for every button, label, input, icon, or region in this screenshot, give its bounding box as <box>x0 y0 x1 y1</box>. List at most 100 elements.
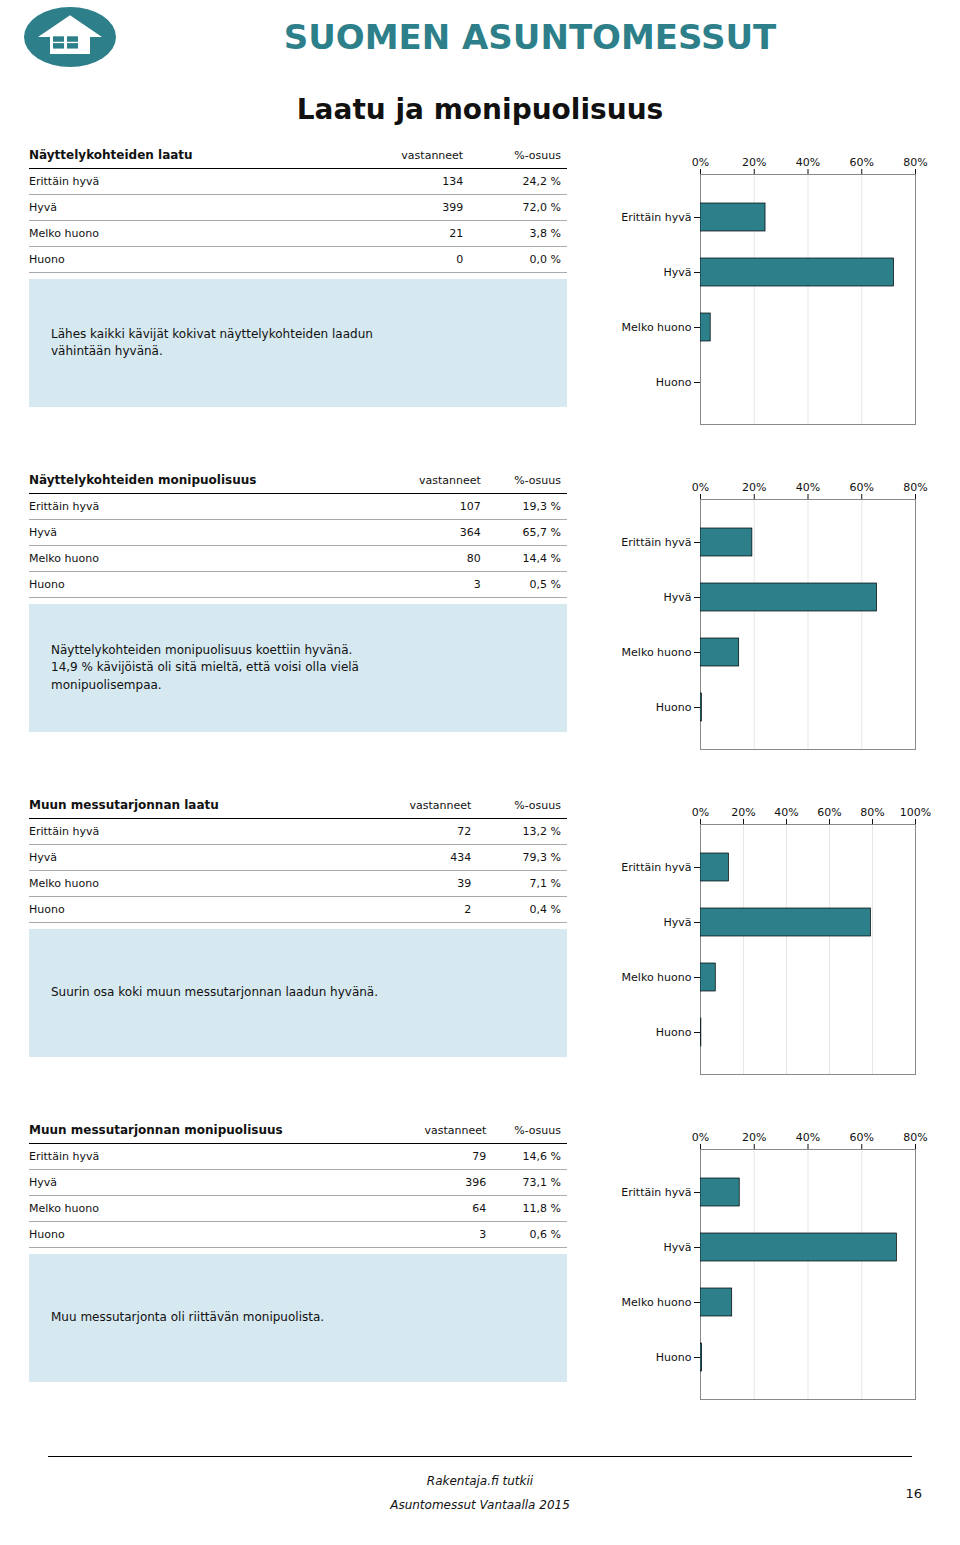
svg-text:Erittäin hyvä: Erittäin hyvä <box>621 536 691 549</box>
svg-text:80%: 80% <box>903 481 927 494</box>
svg-text:Erittäin hyvä: Erittäin hyvä <box>621 1186 691 1199</box>
svg-text:Hyvä: Hyvä <box>663 591 691 604</box>
html-text:24,2 %: 24,2 % <box>522 175 561 188</box>
html-text:Näyttelykohteiden monipuolisuu: Näyttelykohteiden monipuolisuus <box>29 473 257 487</box>
html-text:0,0 %: 0,0 % <box>529 253 561 266</box>
svg-text:40%: 40% <box>774 806 798 819</box>
svg-text:80%: 80% <box>860 806 884 819</box>
html-text:SUOMEN ASUNTOMESSUT: SUOMEN ASUNTOMESSUT <box>283 17 777 57</box>
html-text:%-osuus: %-osuus <box>514 473 561 487</box>
html-text:399: 399 <box>442 201 464 214</box>
html-text:Rakentaja.fi tutkii: Rakentaja.fi tutkii <box>426 1474 534 1488</box>
html-text:39: 39 <box>457 877 472 890</box>
html-text:79: 79 <box>472 1150 487 1163</box>
svg-text:Huono: Huono <box>656 1351 692 1364</box>
svg-text:20%: 20% <box>742 156 766 169</box>
svg-text:20%: 20% <box>731 806 755 819</box>
svg-text:80%: 80% <box>903 1131 927 1144</box>
html-text:Laatu ja monipuolisuus: Laatu ja monipuolisuus <box>296 92 664 126</box>
html-text:Hyvä: Hyvä <box>29 201 57 214</box>
html-text:Näyttelykohteiden monipuolisuu: Näyttelykohteiden monipuolisuus koettiin… <box>51 642 359 692</box>
html-text:3,8 %: 3,8 % <box>529 227 561 240</box>
svg-text:0%: 0% <box>692 1131 709 1144</box>
html-text:vastanneet: vastanneet <box>401 148 464 162</box>
html-text:vastanneet: vastanneet <box>409 798 472 812</box>
svg-text:Hyvä: Hyvä <box>663 1241 691 1254</box>
svg-text:Huono: Huono <box>656 701 692 714</box>
html-text:%-osuus: %-osuus <box>514 1123 561 1137</box>
html-text:64: 64 <box>472 1202 487 1215</box>
html-text:%-osuus: %-osuus <box>514 798 561 812</box>
svg-text:100%: 100% <box>900 806 931 819</box>
svg-text:Hyvä: Hyvä <box>663 916 691 929</box>
svg-text:20%: 20% <box>742 481 766 494</box>
html-text:Melko huono: Melko huono <box>29 552 99 565</box>
html-text:Muun messutarjonnan monipuolis: Muun messutarjonnan monipuolisuus <box>29 1123 283 1137</box>
html-text:Huono: Huono <box>29 253 65 266</box>
html-text:Lähes kaikki kävijät kokivat n: Lähes kaikki kävijät kokivat näyttelykoh… <box>51 326 373 358</box>
html-text:Asuntomessut Vantaalla 2015: Asuntomessut Vantaalla 2015 <box>390 1498 570 1512</box>
svg-text:0%: 0% <box>692 481 709 494</box>
html-text:14,4 %: 14,4 % <box>522 552 561 565</box>
html-text:Hyvä: Hyvä <box>29 526 57 539</box>
svg-text:40%: 40% <box>796 481 820 494</box>
html-text:Melko huono: Melko huono <box>29 227 99 240</box>
html-text:Erittäin hyvä: Erittäin hyvä <box>29 825 100 838</box>
html-text:65,7 %: 65,7 % <box>522 526 561 539</box>
svg-text:60%: 60% <box>850 156 874 169</box>
svg-text:Erittäin hyvä: Erittäin hyvä <box>621 211 691 224</box>
svg-text:80%: 80% <box>903 156 927 169</box>
html-text:vastanneet: vastanneet <box>419 473 481 487</box>
html-text:21: 21 <box>449 227 464 240</box>
html-text:7,1 %: 7,1 % <box>529 877 561 890</box>
svg-text:60%: 60% <box>850 481 874 494</box>
html-text:434: 434 <box>450 851 472 864</box>
svg-text:Hyvä: Hyvä <box>663 266 691 279</box>
html-text:72: 72 <box>457 825 472 838</box>
svg-text:40%: 40% <box>796 1131 820 1144</box>
html-text:Suurin osa koki muun messutarj: Suurin osa koki muun messutarjonnan laad… <box>51 985 378 1000</box>
svg-text:Melko huono: Melko huono <box>622 1296 692 1309</box>
html-text:13,2 %: 13,2 % <box>522 825 561 838</box>
html-text:Erittäin hyvä: Erittäin hyvä <box>29 1150 100 1163</box>
html-text:19,3 %: 19,3 % <box>522 500 561 513</box>
html-text:Muun messutarjonnan laatu: Muun messutarjonnan laatu <box>29 798 219 812</box>
html-text:0,5 %: 0,5 % <box>529 578 561 591</box>
svg-text:Melko huono: Melko huono <box>622 321 692 334</box>
svg-text:Erittäin hyvä: Erittäin hyvä <box>621 861 691 874</box>
html-text:Erittäin hyvä: Erittäin hyvä <box>29 500 100 513</box>
svg-text:20%: 20% <box>742 1131 766 1144</box>
html-text:Näyttelykohteiden laatu: Näyttelykohteiden laatu <box>29 148 193 162</box>
html-text:107: 107 <box>459 500 481 513</box>
html-text:73,1 %: 73,1 % <box>522 1176 561 1189</box>
html-text:79,3 %: 79,3 % <box>522 851 561 864</box>
svg-text:0%: 0% <box>692 156 709 169</box>
html-text:Hyvä: Hyvä <box>29 1176 57 1189</box>
svg-text:Huono: Huono <box>656 1026 692 1039</box>
html-text:396: 396 <box>465 1176 487 1189</box>
svg-text:60%: 60% <box>817 806 841 819</box>
html-text:vastanneet: vastanneet <box>424 1123 487 1137</box>
html-text:Huono: Huono <box>29 903 65 916</box>
html-text:134: 134 <box>442 175 464 188</box>
html-text:14,6 %: 14,6 % <box>522 1150 561 1163</box>
svg-text:0%: 0% <box>692 806 709 819</box>
svg-text:Melko huono: Melko huono <box>622 971 692 984</box>
html-text:364: 364 <box>459 526 481 539</box>
html-text:80: 80 <box>466 552 481 565</box>
html-text:11,8 %: 11,8 % <box>522 1202 561 1215</box>
svg-text:Huono: Huono <box>656 376 692 389</box>
html-text:Muu messutarjonta oli riittävä: Muu messutarjonta oli riittävän monipuol… <box>51 1310 325 1325</box>
html-text:72,0 %: 72,0 % <box>522 201 561 214</box>
html-text:Hyvä: Hyvä <box>29 851 57 864</box>
html-text:0,4 %: 0,4 % <box>529 903 561 916</box>
html-text:Huono: Huono <box>29 578 65 591</box>
html-text:Melko huono: Melko huono <box>29 1202 99 1215</box>
html-text:%-osuus: %-osuus <box>514 148 561 162</box>
html-text:16: 16 <box>905 1486 922 1501</box>
svg-text:Melko huono: Melko huono <box>622 646 692 659</box>
html-text:Melko huono: Melko huono <box>29 877 99 890</box>
svg-text:40%: 40% <box>796 156 820 169</box>
html-text:Erittäin hyvä: Erittäin hyvä <box>29 175 100 188</box>
svg-text:60%: 60% <box>850 1131 874 1144</box>
